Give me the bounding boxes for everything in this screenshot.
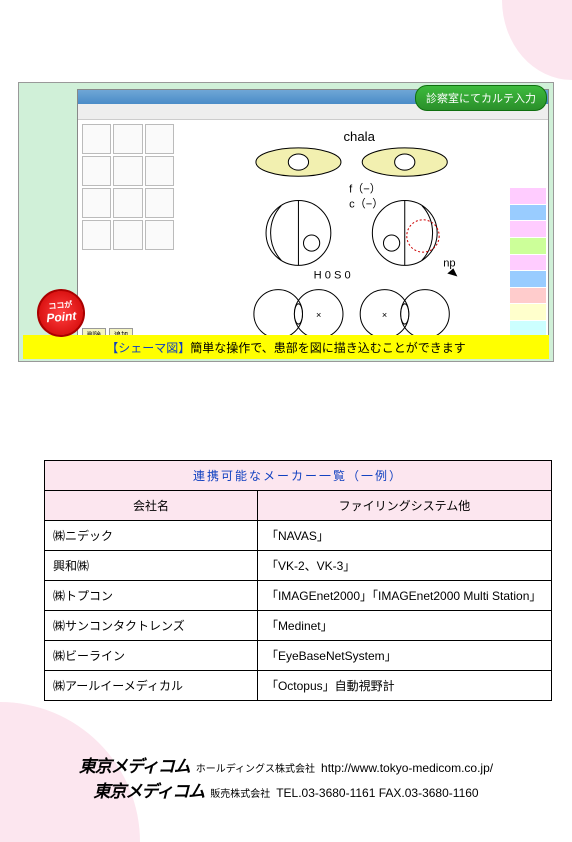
diagram-title: chala [343,129,375,144]
cell-system: 「IMAGEnet2000」「IMAGEnet2000 Multi Statio… [257,581,551,611]
cell-company: ㈱トプコン [45,581,258,611]
color-swatch[interactable] [510,255,546,272]
logo-sales: 東京メディコム [93,777,204,802]
cell-system: 「EyeBaseNetSystem」 [257,641,551,671]
context-badge: 診察室にてカルテ入力 [415,85,547,111]
color-swatch[interactable] [510,238,546,255]
table-title: 連携可能なメーカー一覧（一例） [45,461,552,491]
eye-left-icon [266,201,331,266]
svg-text:np: np [443,257,455,269]
bg-decor-top [502,0,572,80]
svg-text:×: × [382,310,387,320]
svg-text:H 0 S 0: H 0 S 0 [314,270,351,282]
table-row: ㈱トプコン「IMAGEnet2000」「IMAGEnet2000 Multi S… [45,581,552,611]
color-swatch[interactable] [510,221,546,238]
color-swatch[interactable] [510,155,546,172]
footer: 東京メディコム ホールディングス株式会社 http://www.tokyo-me… [0,752,572,802]
cell-company: ㈱ビーライン [45,641,258,671]
schema-diagram: chala f（−） c（−） [182,122,506,354]
caption-tag: 【シェーマ図】 [106,339,190,356]
table-row: ㈱ニデック「NAVAS」 [45,521,552,551]
color-sidebar [510,122,546,354]
cell-system: 「NAVAS」 [257,521,551,551]
color-swatch[interactable] [510,205,546,222]
caption-bar: 【シェーマ図】 簡単な操作で、患部を図に描き込むことができます [23,335,549,359]
app-body: 削除 追加 chala f（−） c（−） [78,120,548,356]
color-swatch[interactable] [510,304,546,321]
table-row: ㈱ビーライン「EyeBaseNetSystem」 [45,641,552,671]
logo-holdings: 東京メディコム [79,752,190,777]
table-row: 興和㈱「VK-2、VK-3」 [45,551,552,581]
circles-bottom-left-icon: × [254,290,343,339]
app-window: 削除 追加 chala f（−） c（−） [77,89,549,357]
eye-right-icon [372,201,439,266]
table-col-system: ファイリングシステム他 [257,491,551,521]
color-swatch[interactable] [510,271,546,288]
thumbnail-grid [80,122,176,322]
logo-holdings-suffix: ホールディングス株式会社 [196,760,315,775]
color-swatch[interactable] [510,139,546,156]
table-row: ㈱アールイーメディカル「Octopus」自動視野計 [45,671,552,701]
footer-contact: TEL.03-3680-1161 FAX.03-3680-1160 [276,786,478,800]
cell-company: ㈱アールイーメディカル [45,671,258,701]
circles-bottom-right-icon: × [360,290,449,339]
cell-company: ㈱サンコンタクトレンズ [45,611,258,641]
cursor-icon [447,268,457,276]
cell-company: ㈱ニデック [45,521,258,551]
eyelid-right-icon [362,148,447,176]
table-col-company: 会社名 [45,491,258,521]
cell-company: 興和㈱ [45,551,258,581]
color-swatch[interactable] [510,122,546,139]
cell-system: 「VK-2、VK-3」 [257,551,551,581]
footer-url: http://www.tokyo-medicom.co.jp/ [321,761,493,775]
point-big: Point [46,309,77,325]
cell-system: 「Medinet」 [257,611,551,641]
svg-text:×: × [316,310,321,320]
eyelid-left-icon [256,148,341,176]
compat-table: 連携可能なメーカー一覧（一例） 会社名 ファイリングシステム他 ㈱ニデック「NA… [44,460,552,701]
svg-text:f（−）: f（−） [349,182,381,195]
caption-text: 簡単な操作で、患部を図に描き込むことができます [190,339,466,356]
color-swatch[interactable] [510,188,546,205]
cell-system: 「Octopus」自動視野計 [257,671,551,701]
table-row: ㈱サンコンタクトレンズ「Medinet」 [45,611,552,641]
svg-text:c（−）: c（−） [349,198,383,211]
color-swatch[interactable] [510,288,546,305]
color-swatch[interactable] [510,172,546,189]
app-screenshot: 診察室にてカルテ入力 削除 追加 chala [18,82,554,362]
logo-sales-suffix: 販売株式会社 [210,785,270,800]
